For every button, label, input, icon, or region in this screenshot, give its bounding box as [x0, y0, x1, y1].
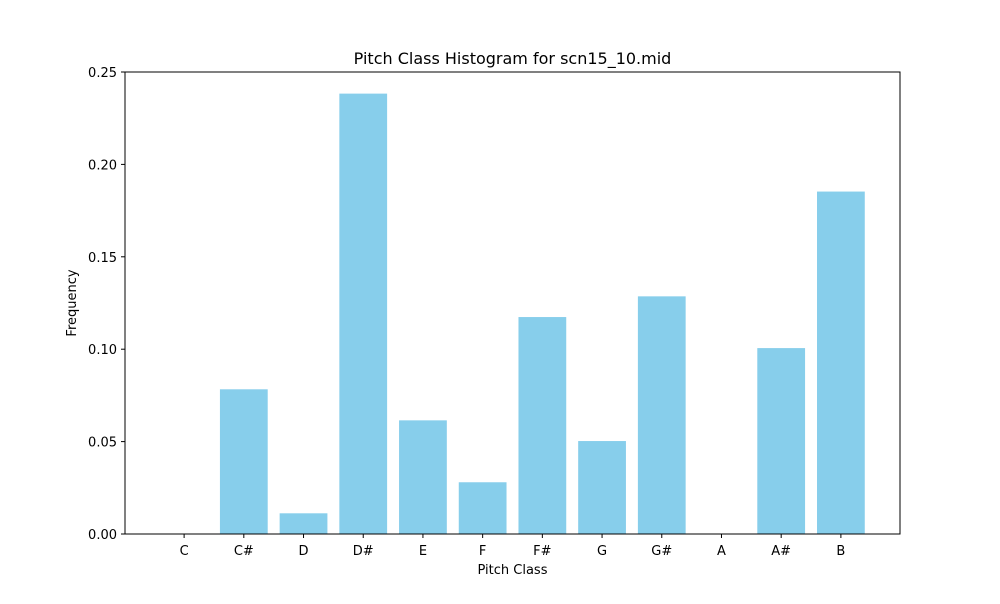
x-tick-label: G#	[651, 544, 672, 559]
bar-a-sharp	[757, 348, 806, 534]
x-tick-label: B	[836, 544, 845, 559]
x-tick-label: D#	[353, 544, 374, 559]
bar-f-sharp	[518, 317, 567, 534]
x-axis: C C# D D# E F F# G G# A A# B	[180, 534, 845, 559]
x-tick-label: C	[180, 544, 189, 559]
bar-g-sharp	[637, 296, 686, 534]
chart-title: Pitch Class Histogram for scn15_10.mid	[354, 49, 672, 69]
plot-frame	[124, 71, 901, 535]
y-tick-label: 0.05	[88, 436, 117, 451]
bar-b	[817, 191, 865, 534]
x-tick-label: A#	[771, 544, 791, 559]
x-tick-label: F	[479, 544, 486, 559]
bar-c-sharp	[219, 389, 268, 534]
x-tick-label: F#	[533, 544, 551, 559]
bar-e	[399, 420, 447, 534]
y-tick-label: 0.15	[88, 251, 117, 266]
bar-d	[279, 513, 328, 534]
y-tick-label: 0.25	[88, 66, 117, 81]
bar-d-sharp	[339, 93, 388, 535]
y-axis: 0.00 0.05 0.10 0.15 0.20 0.25	[88, 66, 125, 543]
bars	[219, 93, 865, 535]
x-tick-label: D	[299, 544, 309, 559]
x-axis-label: Pitch Class	[478, 563, 548, 578]
y-tick-label: 0.20	[88, 158, 117, 173]
y-axis-label: Frequency	[65, 269, 80, 336]
bar-g	[578, 441, 626, 534]
y-tick-label: 0.10	[88, 343, 117, 358]
x-tick-label: C#	[234, 544, 254, 559]
x-tick-label: E	[419, 544, 427, 559]
x-tick-label: G	[597, 544, 607, 559]
x-tick-label: A	[717, 544, 726, 559]
bar-f	[458, 482, 507, 534]
y-tick-label: 0.00	[88, 528, 117, 543]
